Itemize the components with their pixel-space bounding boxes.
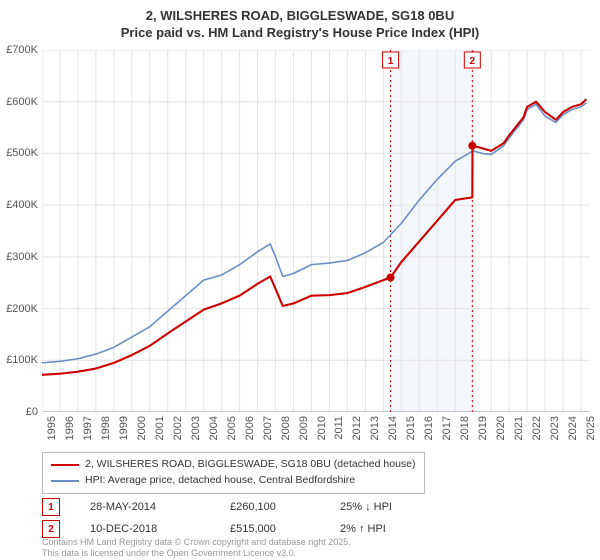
y-tick-label: £600K	[0, 96, 38, 108]
title-line1: 2, WILSHERES ROAD, BIGGLESWADE, SG18 0BU	[0, 8, 600, 25]
x-tick-label: 1996	[64, 416, 76, 440]
attribution: Contains HM Land Registry data © Crown c…	[42, 537, 594, 558]
x-tick-label: 2024	[567, 416, 579, 440]
y-tick-label: £400K	[0, 199, 38, 211]
marker-diff: 25% ↓ HPI	[340, 501, 420, 513]
x-tick-label: 2003	[190, 416, 202, 440]
x-tick-label: 1999	[118, 416, 130, 440]
y-tick-label: £0	[0, 406, 38, 418]
x-tick-label: 2005	[226, 416, 238, 440]
svg-text:1: 1	[388, 56, 394, 67]
x-tick-label: 2019	[477, 416, 489, 440]
legend-swatch	[51, 464, 79, 466]
x-tick-label: 2022	[531, 416, 543, 440]
marker-price: £515,000	[230, 523, 310, 535]
marker-badge: 1	[42, 498, 60, 516]
x-tick-label: 2010	[316, 416, 328, 440]
chart-title: 2, WILSHERES ROAD, BIGGLESWADE, SG18 0BU…	[0, 0, 600, 42]
x-tick-label: 1998	[100, 416, 112, 440]
x-tick-label: 2017	[441, 416, 453, 440]
legend-item: 2, WILSHERES ROAD, BIGGLESWADE, SG18 0BU…	[51, 457, 416, 473]
title-line2: Price paid vs. HM Land Registry's House …	[0, 25, 600, 42]
attribution-line1: Contains HM Land Registry data © Crown c…	[42, 537, 594, 547]
legend: 2, WILSHERES ROAD, BIGGLESWADE, SG18 0BU…	[42, 452, 425, 494]
x-tick-label: 2011	[333, 416, 345, 440]
marker-date: 28-MAY-2014	[90, 501, 200, 513]
marker-price: £260,100	[230, 501, 310, 513]
line-chart: 12	[42, 50, 590, 412]
x-tick-label: 2014	[387, 416, 399, 440]
x-tick-label: 2009	[298, 416, 310, 440]
marker-badge: 2	[42, 520, 60, 538]
x-tick-label: 1995	[46, 416, 58, 440]
y-tick-label: £500K	[0, 147, 38, 159]
chart-area: 12 £0£100K£200K£300K£400K£500K£600K£700K…	[42, 50, 590, 412]
marker-diff: 2% ↑ HPI	[340, 523, 420, 535]
attribution-line2: This data is licensed under the Open Gov…	[42, 548, 594, 558]
marker-date: 10-DEC-2018	[90, 523, 200, 535]
x-tick-label: 2000	[136, 416, 148, 440]
y-tick-label: £100K	[0, 354, 38, 366]
legend-item: HPI: Average price, detached house, Cent…	[51, 473, 416, 489]
legend-swatch	[51, 480, 79, 482]
x-tick-label: 2015	[405, 416, 417, 440]
y-tick-label: £200K	[0, 303, 38, 315]
x-tick-label: 2007	[262, 416, 274, 440]
y-tick-label: £300K	[0, 251, 38, 263]
y-tick-label: £700K	[0, 44, 38, 56]
x-tick-label: 2002	[172, 416, 184, 440]
x-tick-label: 2012	[351, 416, 363, 440]
x-tick-label: 1997	[82, 416, 94, 440]
x-tick-label: 2004	[208, 416, 220, 440]
x-tick-label: 2023	[549, 416, 561, 440]
marker-row: 1 28-MAY-2014 £260,100 25% ↓ HPI	[42, 498, 420, 516]
svg-text:2: 2	[470, 56, 476, 67]
legend-label: 2, WILSHERES ROAD, BIGGLESWADE, SG18 0BU…	[85, 457, 416, 473]
x-tick-label: 2016	[423, 416, 435, 440]
x-tick-label: 2020	[495, 416, 507, 440]
x-tick-label: 2025	[585, 416, 597, 440]
x-tick-label: 2001	[154, 416, 166, 440]
x-tick-label: 2006	[244, 416, 256, 440]
x-tick-label: 2008	[280, 416, 292, 440]
legend-label: HPI: Average price, detached house, Cent…	[85, 473, 355, 489]
marker-row: 2 10-DEC-2018 £515,000 2% ↑ HPI	[42, 520, 420, 538]
x-tick-label: 2013	[369, 416, 381, 440]
x-tick-label: 2021	[513, 416, 525, 440]
sale-markers-table: 1 28-MAY-2014 £260,100 25% ↓ HPI 2 10-DE…	[42, 498, 420, 542]
x-tick-label: 2018	[459, 416, 471, 440]
